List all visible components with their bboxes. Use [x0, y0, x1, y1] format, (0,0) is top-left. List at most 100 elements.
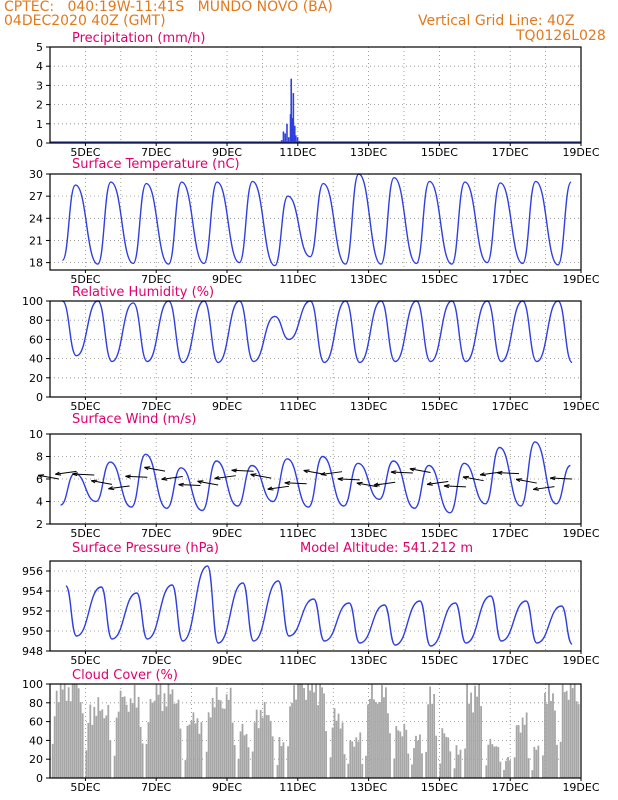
cloud-bar — [133, 684, 136, 778]
cloud-bar — [491, 744, 494, 778]
x-tick-label: 15DEC — [421, 781, 458, 794]
cloud-bar — [435, 735, 438, 778]
cloud-bar — [497, 747, 500, 778]
cloud-bar — [89, 704, 92, 778]
cloud-bar — [317, 705, 319, 778]
cloud-bar — [433, 693, 436, 778]
wind-arrow — [550, 477, 573, 480]
cloud-bar — [405, 729, 408, 778]
cloud-bar — [184, 760, 187, 778]
cloud-bar — [447, 737, 450, 778]
x-tick-label: 15DEC — [421, 146, 458, 159]
wind-arrow — [356, 482, 378, 488]
cloud-bar — [190, 721, 193, 778]
cloud-bar — [371, 684, 373, 778]
precip-bar — [295, 135, 297, 143]
x-tick-label: 13DEC — [350, 273, 387, 286]
wind-arrow — [72, 473, 95, 476]
cloud-bar — [287, 746, 289, 778]
cloud-bar — [71, 684, 74, 778]
wind-arrow — [197, 480, 219, 486]
wind-arrow — [533, 486, 555, 490]
cloud-bar — [339, 728, 342, 778]
cloud-bar — [347, 763, 350, 778]
cloud-bar — [474, 685, 476, 778]
y-tick-label: 952 — [22, 605, 43, 618]
wind-arrow — [373, 481, 396, 486]
cloud-bar — [527, 758, 530, 778]
cloud-bar — [223, 708, 226, 778]
x-tick-label: 19DEC — [562, 654, 599, 667]
cloud-bar — [188, 724, 191, 778]
cloud-bar — [85, 750, 88, 778]
x-tick-label: 9DEC — [212, 781, 242, 794]
precip-bar — [291, 118, 294, 143]
cloud-bar — [113, 755, 116, 778]
panel-frame — [49, 46, 582, 144]
cloud-bar — [439, 763, 442, 778]
y-tick-label: 950 — [22, 625, 43, 638]
y-tick-label: 4 — [36, 496, 43, 509]
wind-arrow — [250, 473, 272, 479]
wind-arrow-head — [496, 470, 503, 475]
cloud-bar — [93, 706, 96, 778]
cloud-bar — [231, 722, 234, 778]
wind-arrow-head — [426, 481, 433, 486]
cloud-bar — [61, 689, 64, 778]
x-tick-label: 11DEC — [279, 146, 316, 159]
y-tick-label: 3 — [36, 79, 43, 92]
cloud-bar — [355, 737, 358, 778]
cloud-bar — [103, 718, 106, 778]
wind-arrow-head — [550, 476, 556, 481]
cloud-bar — [79, 702, 82, 778]
y-tick-label: 1 — [36, 118, 43, 131]
cloud-bar — [470, 692, 472, 778]
cloud-bar — [163, 693, 166, 778]
y-tick-label: 0 — [36, 391, 43, 404]
cloud-bar — [200, 722, 203, 778]
cloud-bar — [455, 745, 458, 778]
cloud-bar — [205, 751, 208, 778]
cloud-bar — [542, 755, 544, 778]
cloud-bar — [571, 688, 574, 778]
precip-bar — [292, 93, 295, 143]
cloud-bar — [299, 684, 301, 778]
cloud-bar — [87, 722, 90, 778]
wind-arrow — [390, 471, 413, 474]
y-tick-label: 100 — [22, 295, 43, 308]
wind-arrow-head — [125, 474, 131, 479]
cloud-bar — [333, 708, 336, 778]
cloud-bar — [395, 726, 398, 778]
panel-annotation: Model Altitude: 541.212 m — [300, 541, 473, 556]
cloud-bar — [229, 687, 232, 778]
cloud-bar — [523, 724, 526, 778]
cloud-bar — [369, 698, 371, 778]
cloud-bar — [472, 712, 474, 778]
cloud-bar — [282, 742, 285, 778]
x-tick-label: 15DEC — [421, 400, 458, 413]
x-tick-label: 15DEC — [421, 527, 458, 540]
cloud-bar — [227, 699, 230, 778]
cloud-bar — [145, 743, 148, 778]
cloud-bar — [373, 699, 375, 778]
wind-arrow-head — [55, 471, 62, 476]
y-tick-label: 0 — [36, 137, 43, 150]
cloud-bar — [507, 756, 509, 778]
panel-title: Surface Temperature (nC) — [72, 157, 240, 172]
wind-arrow-head — [337, 477, 344, 482]
cloud-bar — [505, 760, 507, 778]
cloud-bar — [403, 723, 406, 778]
header-code: TQ0126L028 — [516, 28, 606, 44]
cloud-bar — [427, 704, 430, 778]
cloud-bar — [349, 740, 352, 778]
cloud-bar — [429, 686, 432, 778]
y-tick-label: 18 — [29, 257, 43, 270]
cloud-bar — [255, 709, 258, 778]
cloud-bar — [415, 735, 417, 778]
x-tick-label: 17DEC — [492, 273, 529, 286]
cloud-bar — [489, 738, 492, 778]
cloud-bar — [271, 736, 274, 778]
x-tick-label: 13DEC — [350, 654, 387, 667]
cloud-bar — [77, 688, 80, 778]
cloud-bar — [137, 696, 140, 778]
